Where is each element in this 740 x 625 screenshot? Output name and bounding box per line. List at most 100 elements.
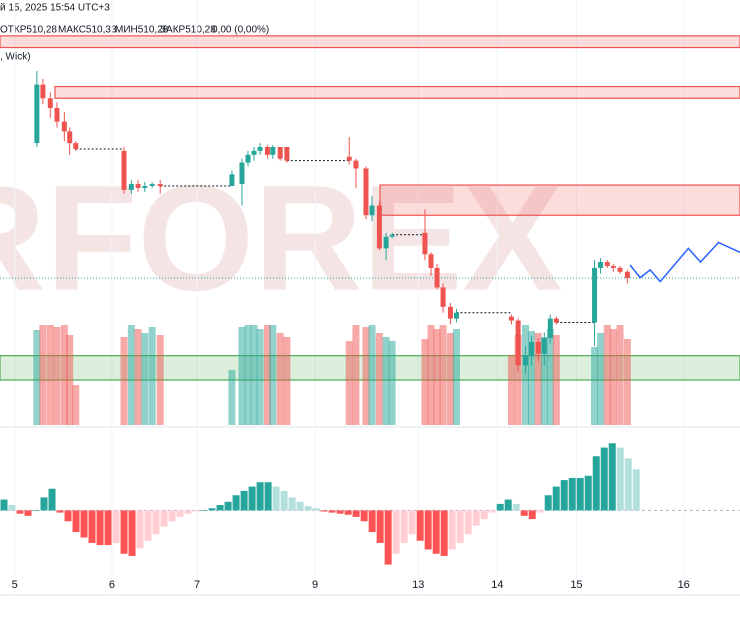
oscillator-bar bbox=[376, 510, 384, 543]
oscillator-bar bbox=[488, 510, 496, 513]
header-change: 0,00 (0,00%) bbox=[212, 25, 269, 36]
candle-body bbox=[515, 320, 521, 366]
candle-body bbox=[67, 131, 73, 144]
candle-body bbox=[434, 267, 440, 288]
volume-bar bbox=[623, 339, 631, 425]
oscillator-bar bbox=[56, 510, 64, 513]
candle-body bbox=[257, 147, 263, 151]
candle-body bbox=[40, 84, 46, 99]
candle-body bbox=[541, 338, 547, 354]
oscillator-bar bbox=[368, 510, 376, 533]
volume-bar bbox=[446, 333, 454, 425]
oscillator-bar bbox=[152, 510, 160, 535]
oscillator-bar bbox=[616, 447, 624, 511]
header-open: ОТКР510,28 bbox=[0, 25, 57, 36]
oscillator-bar bbox=[192, 510, 200, 512]
oscillator-bar bbox=[248, 486, 256, 511]
x-tick-label: 6 bbox=[109, 579, 115, 591]
x-tick-label: 5 bbox=[12, 579, 18, 591]
candle-body bbox=[346, 156, 352, 161]
volume-bar bbox=[522, 325, 530, 425]
oscillator-bar bbox=[208, 508, 216, 511]
oscillator-bar bbox=[536, 510, 544, 513]
oscillator-bar bbox=[120, 510, 128, 554]
candle-body bbox=[135, 184, 141, 188]
oscillator-bar bbox=[552, 486, 560, 511]
candle-body bbox=[617, 267, 623, 272]
volume-bar bbox=[148, 327, 156, 425]
x-tick-label: 15 bbox=[570, 579, 582, 591]
volume-bar bbox=[250, 325, 258, 425]
candle-body bbox=[353, 160, 359, 169]
oscillator-bar bbox=[0, 499, 8, 511]
volume-bar bbox=[597, 333, 605, 425]
candle-body bbox=[428, 254, 434, 268]
oscillator-bar bbox=[448, 510, 456, 550]
x-tick-label: 13 bbox=[412, 579, 424, 591]
x-tick-label: 14 bbox=[491, 579, 503, 591]
volume-bar bbox=[33, 330, 41, 425]
zone bbox=[0, 35, 740, 49]
volume-bar bbox=[72, 385, 80, 425]
candle-body bbox=[157, 184, 163, 186]
oscillator-bar bbox=[16, 510, 24, 514]
oscillator-bar bbox=[320, 510, 328, 512]
oscillator-bar bbox=[472, 510, 480, 526]
header-low: МИН510,28 bbox=[115, 25, 169, 36]
volume-bar bbox=[263, 325, 271, 425]
candle-body bbox=[239, 162, 245, 185]
candle-body bbox=[610, 265, 616, 268]
oscillator-bar bbox=[232, 495, 240, 511]
volume-bar bbox=[528, 331, 536, 425]
oscillator-bar bbox=[464, 510, 472, 535]
volume-bar bbox=[362, 327, 370, 425]
oscillator-bar bbox=[8, 505, 16, 511]
volume-bar bbox=[421, 339, 429, 425]
oscillator-bar bbox=[256, 482, 264, 511]
volume-bar bbox=[60, 325, 68, 425]
header-date: й 15, 2025 15:54 UTC+3 bbox=[0, 3, 110, 14]
x-tick-label: 7 bbox=[194, 579, 200, 591]
volume-bar bbox=[39, 325, 47, 425]
oscillator-bar bbox=[264, 482, 272, 511]
volume-bar bbox=[552, 335, 560, 425]
oscillator-bar bbox=[296, 501, 304, 511]
candle-body bbox=[142, 186, 148, 188]
volume-bar bbox=[352, 325, 360, 425]
oscillator-bar bbox=[392, 510, 400, 554]
x-tick-label: 16 bbox=[678, 579, 690, 591]
oscillator-bar bbox=[280, 490, 288, 511]
oscillator-bar bbox=[24, 510, 32, 516]
oscillator-bar bbox=[456, 510, 464, 543]
candle-body bbox=[535, 342, 541, 354]
volume-bar bbox=[283, 337, 291, 425]
volume-bar bbox=[534, 333, 542, 425]
volume-bar bbox=[591, 347, 599, 425]
candle-body bbox=[363, 168, 369, 216]
oscillator-bar bbox=[272, 486, 280, 511]
oscillator-bar bbox=[144, 510, 152, 541]
candle-body bbox=[547, 318, 553, 339]
oscillator-bar bbox=[64, 510, 72, 522]
oscillator-bar bbox=[600, 447, 608, 511]
oscillator-bar bbox=[128, 510, 136, 556]
candle-body bbox=[389, 234, 395, 237]
volume-bar bbox=[228, 370, 236, 425]
candle-body bbox=[529, 342, 535, 356]
x-tick-label: 9 bbox=[312, 579, 318, 591]
volume-bar bbox=[375, 333, 383, 425]
oscillator-bar bbox=[496, 503, 504, 511]
candle-body bbox=[128, 184, 134, 190]
volume-bar bbox=[66, 335, 74, 425]
candle-body bbox=[592, 267, 598, 323]
oscillator-bar bbox=[352, 510, 360, 517]
header-high: МАКС510,33 bbox=[58, 25, 117, 36]
volume-bar bbox=[269, 325, 277, 425]
oscillator-bar bbox=[560, 480, 568, 511]
oscillator-bar bbox=[80, 510, 88, 538]
volume-bar bbox=[53, 327, 61, 425]
volume-bar bbox=[134, 329, 142, 425]
oscillator-bar bbox=[632, 469, 640, 511]
forecast-line bbox=[629, 241, 740, 283]
